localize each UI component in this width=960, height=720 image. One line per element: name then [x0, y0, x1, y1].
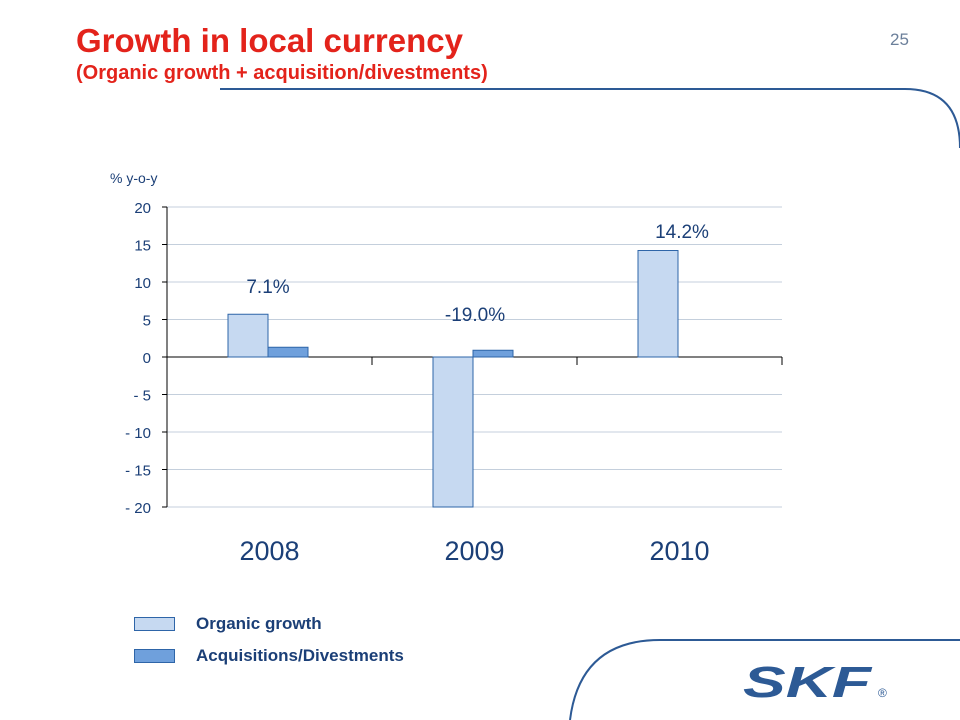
- legend-label: Acquisitions/Divestments: [196, 645, 404, 665]
- data-label: -19.0%: [445, 305, 505, 326]
- y-tick-label: 0: [143, 350, 151, 367]
- bar-acquisitions-2008: [267, 346, 309, 358]
- frame-curve-bottom: [569, 639, 960, 720]
- x-tick-label: 2008: [239, 536, 299, 566]
- data-label: 14.2%: [655, 222, 709, 243]
- y-tick-label: 10: [134, 275, 151, 292]
- legend-item-organic-growth: Organic growth: [134, 613, 404, 634]
- y-tick-label: 5: [143, 313, 151, 330]
- y-tick-label: - 5: [133, 388, 151, 405]
- y-tick-label: 20: [134, 200, 151, 217]
- bar-organic-growth-2008: [227, 313, 269, 358]
- legend-swatch-organic-growth: [134, 616, 175, 631]
- skf-logo: SKF ®: [743, 663, 887, 703]
- legend-label: Organic growth: [196, 613, 322, 633]
- y-tick-label: - 20: [125, 500, 151, 517]
- bar-chart: 20 15 10 5 0 - 5 - 10 - 15 - 20 % y-o-y 7.1% 2008 -1…: [110, 170, 783, 566]
- page-subtitle: (Organic growth + acquisition/divestment…: [76, 62, 488, 84]
- registered-mark: ®: [878, 686, 887, 700]
- legend-item-acquisitions: Acquisitions/Divestments: [134, 645, 404, 666]
- y-tick-label: 15: [134, 238, 151, 255]
- x-tick-label: 2009: [444, 536, 504, 566]
- y-axis-label: % y-o-y: [110, 170, 157, 186]
- bar-organic-growth-2010: [637, 250, 679, 358]
- bar-acquisitions-2009: [472, 349, 514, 358]
- skf-logo-text: SKF: [743, 663, 873, 703]
- legend-swatch-acquisitions: [134, 648, 175, 663]
- x-tick-label: 2010: [649, 536, 709, 566]
- page-number: 25: [890, 30, 909, 49]
- frame-curve-top: [220, 88, 960, 149]
- bar-organic-growth-2009: [432, 356, 474, 508]
- y-tick-label: - 10: [125, 425, 151, 442]
- y-tick-label: - 15: [125, 463, 151, 480]
- page-title: Growth in local currency: [76, 22, 463, 59]
- data-label: 7.1%: [246, 277, 289, 298]
- chart-legend: Organic growth Acquisitions/Divestments: [134, 613, 404, 677]
